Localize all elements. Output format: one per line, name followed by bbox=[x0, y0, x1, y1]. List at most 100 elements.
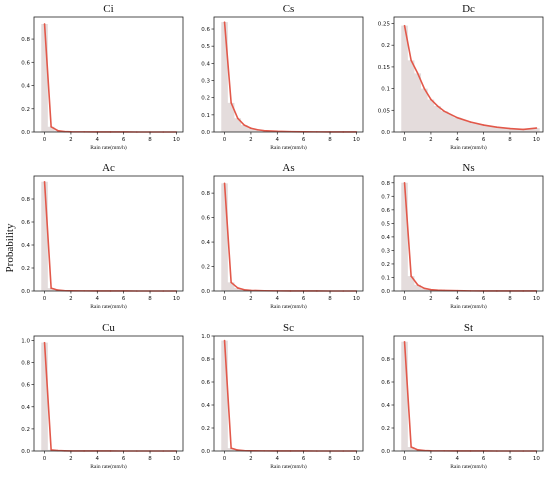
panel-title: Cs bbox=[283, 3, 295, 15]
data-point bbox=[416, 449, 419, 451]
x-axis-label: Rain rate(mm/h) bbox=[270, 144, 307, 151]
data-point bbox=[236, 287, 239, 289]
distribution-fill bbox=[41, 23, 180, 132]
x-tick-label: 8 bbox=[328, 137, 332, 143]
y-tick-label: 0.6 bbox=[381, 380, 390, 386]
series-line bbox=[403, 25, 537, 131]
data-point bbox=[223, 339, 226, 342]
y-tick-label: 0.1 bbox=[381, 87, 390, 93]
x-tick-label: 8 bbox=[148, 456, 152, 462]
data-point bbox=[430, 98, 432, 101]
y-tick-label: 0.0 bbox=[201, 289, 210, 295]
x-tick-label: 6 bbox=[302, 137, 306, 143]
y-tick-label: 0.8 bbox=[381, 181, 390, 187]
y-tick-label: 0.4 bbox=[201, 61, 210, 67]
x-axis-label: Rain rate(mm/h) bbox=[450, 303, 487, 310]
panel-title: Cu bbox=[102, 322, 115, 334]
x-tick-label: 0 bbox=[43, 137, 47, 143]
data-point bbox=[50, 287, 52, 289]
y-tick-label: 0.8 bbox=[381, 357, 390, 363]
data-point bbox=[482, 124, 485, 126]
x-tick-label: 10 bbox=[533, 456, 540, 462]
axes-frame bbox=[393, 335, 544, 452]
x-tick-label: 6 bbox=[302, 296, 306, 302]
y-tick-label: 0.5 bbox=[381, 221, 390, 227]
x-tick-label: 0 bbox=[43, 296, 47, 302]
distribution-fill bbox=[41, 342, 180, 451]
data-point bbox=[56, 129, 59, 132]
panel-dc: 0 2 4 6 8 10 0.0 0.05 0.1 0.15 0.2 0.25 Dc Rain rate(… bbox=[378, 3, 544, 151]
x-tick-label: 10 bbox=[173, 456, 180, 462]
distribution-fill bbox=[401, 25, 540, 132]
distribution-fill bbox=[221, 183, 360, 291]
y-tick-label: 0.8 bbox=[21, 361, 30, 367]
x-axis-label: Rain rate(mm/h) bbox=[90, 303, 127, 310]
x-tick-label: 2 bbox=[249, 456, 253, 462]
x-tick-label: 2 bbox=[69, 296, 73, 302]
y-tick-label: 0.2 bbox=[21, 107, 30, 113]
x-tick-label: 4 bbox=[456, 137, 460, 143]
panel-ns: 0 2 4 6 8 10 0.0 0.1 0.2 0.3 0.4 0.5 0.6 0.7 0.8 Ns Rain… bbox=[381, 162, 544, 310]
axes-frame bbox=[33, 175, 184, 292]
y-tick-label: 0.4 bbox=[201, 403, 210, 409]
data-point bbox=[436, 105, 439, 107]
x-tick-label: 4 bbox=[456, 296, 460, 302]
x-tick-label: 2 bbox=[249, 296, 253, 302]
distribution-fill bbox=[221, 22, 360, 132]
x-tick-label: 10 bbox=[533, 296, 540, 302]
y-tick-label: 0.2 bbox=[381, 426, 390, 432]
panel-title: Dc bbox=[462, 3, 475, 15]
y-tick-label: 0.6 bbox=[21, 383, 30, 389]
x-tick-label: 4 bbox=[276, 456, 280, 462]
distribution-fill bbox=[401, 341, 540, 451]
y-tick-label: 0.4 bbox=[21, 243, 30, 249]
x-axis-label: Rain rate(mm/h) bbox=[90, 144, 127, 151]
distribution-fill bbox=[221, 340, 360, 451]
panel-title: Sc bbox=[283, 322, 294, 334]
y-tick-label: 0.0 bbox=[381, 449, 390, 455]
data-point bbox=[230, 102, 232, 104]
x-tick-label: 2 bbox=[249, 137, 253, 143]
y-tick-label: 0.1 bbox=[381, 275, 390, 281]
x-tick-label: 6 bbox=[122, 137, 126, 143]
data-point bbox=[243, 124, 246, 126]
data-point bbox=[236, 117, 239, 120]
y-tick-label: 0.0 bbox=[381, 130, 390, 136]
x-tick-label: 10 bbox=[353, 456, 360, 462]
panel-cu: 0 2 4 6 8 10 0.0 0.2 0.4 0.6 0.8 1.0 Cu Rain rate(mm/… bbox=[21, 322, 184, 470]
series-line bbox=[403, 182, 537, 292]
data-point bbox=[236, 449, 239, 451]
y-tick-label: 0.3 bbox=[201, 79, 210, 85]
y-tick-label: 0.4 bbox=[381, 235, 390, 241]
x-tick-label: 4 bbox=[96, 137, 100, 143]
panel-sc: 0 2 4 6 8 10 0.0 0.2 0.4 0.6 0.8 1.0 Sc Rain rate(mm/… bbox=[201, 322, 364, 470]
y-tick-label: 0.0 bbox=[201, 449, 210, 455]
data-point bbox=[436, 289, 439, 291]
axes-frame bbox=[33, 335, 184, 452]
data-point bbox=[416, 72, 419, 75]
x-axis-label: Rain rate(mm/h) bbox=[90, 463, 127, 470]
series-line bbox=[403, 341, 537, 452]
series-line bbox=[223, 340, 357, 452]
x-tick-label: 4 bbox=[276, 137, 280, 143]
y-tick-label: 0.0 bbox=[201, 130, 210, 136]
series-line bbox=[223, 22, 357, 133]
x-tick-label: 8 bbox=[328, 296, 332, 302]
x-tick-label: 2 bbox=[429, 456, 433, 462]
data-point bbox=[423, 287, 426, 290]
x-tick-label: 8 bbox=[508, 137, 512, 143]
data-point bbox=[256, 128, 259, 131]
y-tick-label: 0.4 bbox=[21, 84, 30, 90]
data-point bbox=[423, 87, 426, 90]
y-tick-label: 0.0 bbox=[381, 289, 390, 295]
data-point bbox=[230, 447, 232, 449]
y-tick-label: 0.2 bbox=[201, 426, 210, 432]
data-point bbox=[535, 127, 538, 129]
panel-title: Ci bbox=[103, 3, 113, 15]
data-point bbox=[410, 275, 412, 277]
panel-st: 0 2 4 6 8 10 0.0 0.2 0.4 0.6 0.8 St Rain rate(mm/h) bbox=[381, 322, 544, 470]
y-tick-label: 0.7 bbox=[381, 194, 390, 200]
x-tick-label: 6 bbox=[122, 296, 126, 302]
axes-frame bbox=[33, 16, 184, 133]
